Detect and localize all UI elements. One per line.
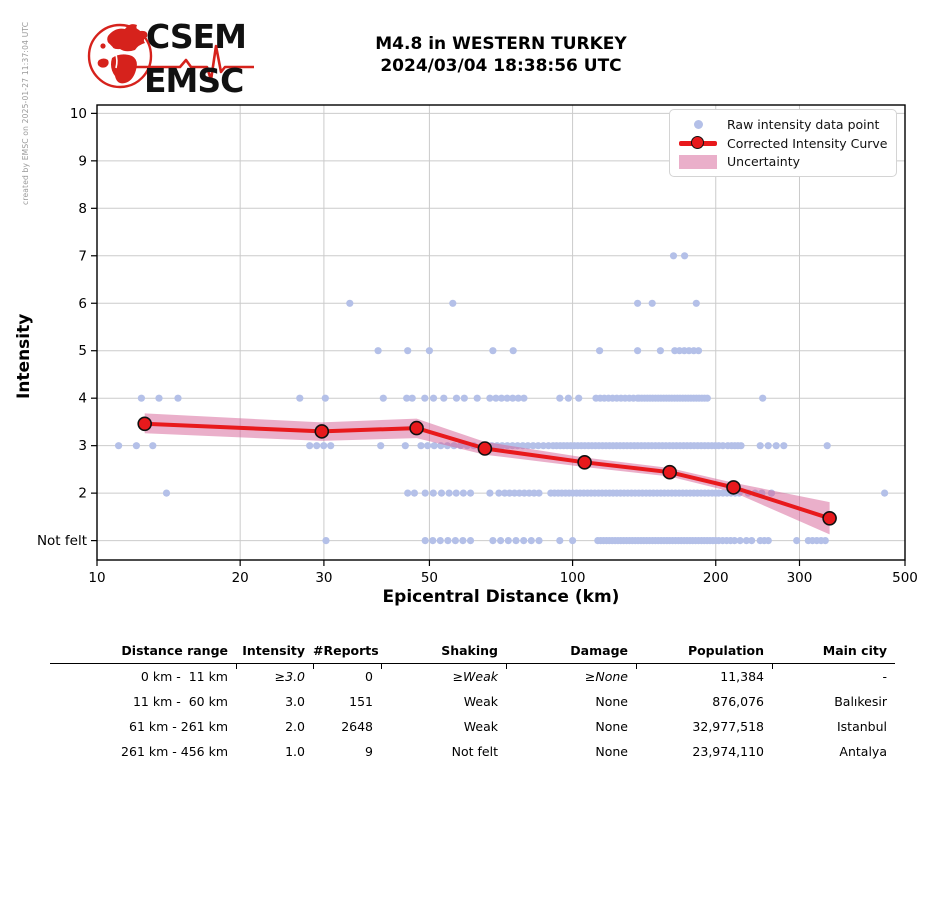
table-header-row: Distance rangeIntensity#ReportsShakingDa… — [50, 638, 895, 664]
table-cell: 23,974,110 — [636, 744, 772, 759]
table-cell: 3.0 — [236, 694, 313, 709]
table-column-tick — [381, 664, 382, 669]
table-cell: Weak — [381, 694, 506, 709]
table-cell: Not felt — [381, 744, 506, 759]
table-row: 261 km - 456 km1.09Not feltNone23,974,11… — [50, 739, 895, 764]
table-cell: ≥None — [506, 669, 636, 684]
table-row: 0 km - 11 km≥3.00≥Weak≥None11,384- — [50, 664, 895, 689]
table-cell: 876,076 — [636, 694, 772, 709]
svg-text:200: 200 — [703, 570, 729, 586]
table-body: 0 km - 11 km≥3.00≥Weak≥None11,384-11 km … — [50, 664, 895, 764]
svg-text:20: 20 — [232, 570, 249, 586]
table-cell: - — [772, 669, 895, 684]
table-column-tick — [313, 664, 314, 669]
table-cell: ≥Weak — [381, 669, 506, 684]
uncertainty-patch-icon — [678, 155, 718, 169]
legend-item-curve: Corrected Intensity Curve — [678, 134, 888, 153]
svg-text:100: 100 — [560, 570, 586, 586]
svg-text:5: 5 — [78, 343, 87, 359]
table-cell: 32,977,518 — [636, 719, 772, 734]
svg-text:10: 10 — [70, 106, 87, 122]
svg-text:6: 6 — [78, 296, 87, 312]
felt-report-table: Distance rangeIntensity#ReportsShakingDa… — [50, 638, 895, 764]
table-cell: Weak — [381, 719, 506, 734]
table-cell: 0 km - 11 km — [50, 669, 236, 684]
svg-text:4: 4 — [78, 391, 87, 407]
table-header-cell: Intensity — [236, 643, 313, 658]
table-cell: 11 km - 60 km — [50, 694, 236, 709]
svg-text:9: 9 — [78, 153, 87, 169]
table-cell: 151 — [313, 694, 381, 709]
table-cell: 1.0 — [236, 744, 313, 759]
table-header-cell: Shaking — [381, 643, 506, 658]
table-cell: 61 km - 261 km — [50, 719, 236, 734]
table-cell: None — [506, 694, 636, 709]
legend-label: Raw intensity data point — [727, 117, 879, 132]
legend-label: Corrected Intensity Curve — [727, 136, 887, 151]
table-cell: 11,384 — [636, 669, 772, 684]
legend: Raw intensity data point Corrected Inten… — [669, 109, 897, 177]
table-cell: None — [506, 744, 636, 759]
table-cell: Istanbul — [772, 719, 895, 734]
table-header-cell: Main city — [772, 643, 895, 658]
table-cell: Antalya — [772, 744, 895, 759]
svg-text:50: 50 — [421, 570, 438, 586]
table-cell: None — [506, 719, 636, 734]
table-column-tick — [506, 664, 507, 669]
table-cell: ≥3.0 — [236, 669, 313, 684]
svg-text:30: 30 — [315, 570, 332, 586]
svg-text:500: 500 — [892, 570, 918, 586]
raw-point-marker-icon — [678, 120, 718, 129]
table-row: 61 km - 261 km2.02648WeakNone32,977,518I… — [50, 714, 895, 739]
table-header-cell: Damage — [506, 643, 636, 658]
svg-text:8: 8 — [78, 201, 87, 217]
emsc-intensity-figure: created by EMSC on 2025-01-27 11:37:04 U… — [0, 0, 928, 905]
table-cell: 261 km - 456 km — [50, 744, 236, 759]
x-axis-label: Epicentral Distance (km) — [97, 587, 905, 607]
svg-text:10: 10 — [88, 570, 105, 586]
svg-text:7: 7 — [78, 248, 87, 264]
table-row: 11 km - 60 km3.0151WeakNone876,076Balıke… — [50, 689, 895, 714]
y-axis-label: Intensity — [14, 314, 34, 399]
svg-text:Not felt: Not felt — [37, 533, 87, 549]
legend-item-raw: Raw intensity data point — [678, 115, 888, 134]
table-cell: Balıkesir — [772, 694, 895, 709]
table-cell: 0 — [313, 669, 381, 684]
table-cell: 2648 — [313, 719, 381, 734]
svg-text:300: 300 — [787, 570, 813, 586]
table-column-tick — [236, 664, 237, 669]
table-header-cell: Population — [636, 643, 772, 658]
table-column-tick — [636, 664, 637, 669]
curve-marker-icon — [678, 141, 718, 146]
intensity-distance-chart: 10 20 30 50 100 200 300 500 Not felt 2 3 4 5 6 7 8 9 10 — [0, 0, 928, 625]
table-header-cell: #Reports — [313, 643, 381, 658]
table-cell: 2.0 — [236, 719, 313, 734]
table-cell: 9 — [313, 744, 381, 759]
table-header-cell: Distance range — [50, 643, 236, 658]
table-column-tick — [772, 664, 773, 669]
legend-label: Uncertainty — [727, 154, 800, 169]
svg-text:2: 2 — [78, 486, 87, 502]
legend-item-uncertainty: Uncertainty — [678, 152, 888, 171]
svg-text:3: 3 — [78, 438, 87, 454]
